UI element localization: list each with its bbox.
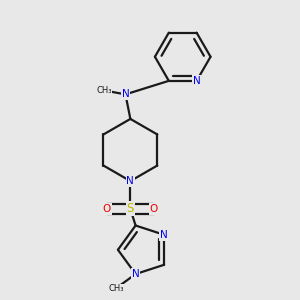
Text: O: O [150,204,158,214]
Text: N: N [193,76,200,86]
Text: N: N [127,176,134,186]
Text: N: N [160,230,168,240]
Text: N: N [132,269,140,279]
Text: CH₃: CH₃ [108,284,124,293]
Text: CH₃: CH₃ [96,85,112,94]
Text: N: N [122,89,129,99]
Text: S: S [127,202,134,215]
Text: O: O [103,204,111,214]
